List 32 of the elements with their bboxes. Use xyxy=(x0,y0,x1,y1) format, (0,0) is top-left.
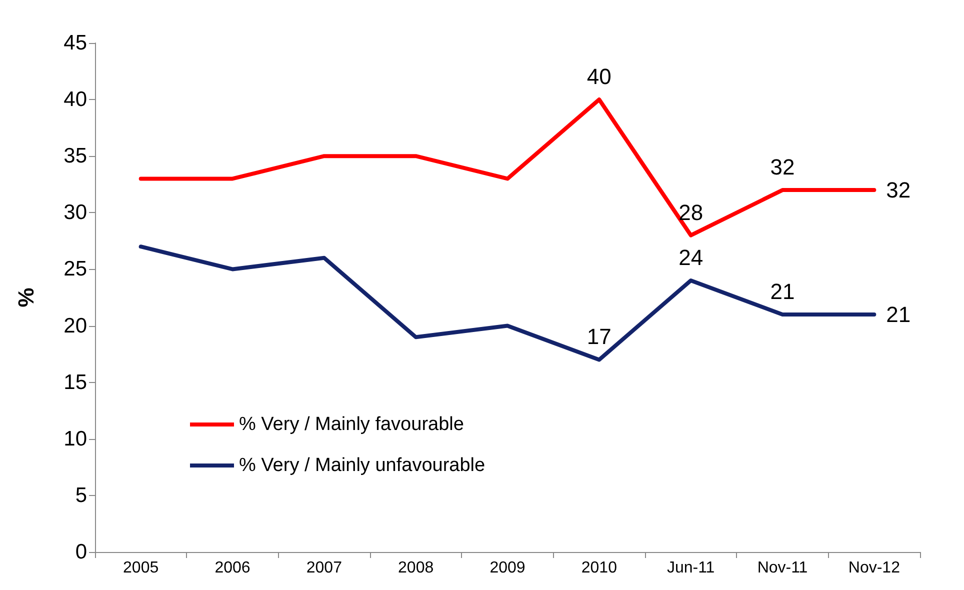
y-tick-label: 40 xyxy=(64,88,87,112)
line-series xyxy=(138,98,876,238)
line-series xyxy=(138,244,876,362)
data-label: 21 xyxy=(770,278,795,304)
x-tick-label: 2005 xyxy=(123,560,159,576)
y-tick-label: 35 xyxy=(64,144,87,168)
x-tick-label: 2009 xyxy=(490,560,526,576)
data-label: 32 xyxy=(770,154,795,180)
y-tick-label: 5 xyxy=(75,484,87,507)
y-tick-label: 45 xyxy=(64,32,87,54)
y-tick-label: 25 xyxy=(64,258,87,281)
x-tick-label: 2008 xyxy=(398,560,434,576)
y-tick-label: 20 xyxy=(64,314,87,338)
data-label: 32 xyxy=(886,178,911,203)
y-tick-label: 30 xyxy=(64,201,87,224)
y-tick-label: 10 xyxy=(64,427,87,450)
x-tick-label: 2010 xyxy=(581,560,618,576)
data-label: 40 xyxy=(586,64,612,90)
x-tick-label: Nov-12 xyxy=(848,560,900,576)
data-label: 21 xyxy=(886,302,911,327)
data-label: 28 xyxy=(678,200,704,225)
data-label: 24 xyxy=(678,245,704,270)
y-tick-label: 0 xyxy=(75,540,87,564)
x-tick-label: Nov-11 xyxy=(757,560,808,576)
x-tick-label: 2007 xyxy=(306,560,342,576)
x-tick-label: Jun-11 xyxy=(666,560,715,576)
y-tick-label: 15 xyxy=(64,370,87,394)
y-axis-title: % xyxy=(14,288,38,308)
x-tick-label: 2006 xyxy=(214,560,250,576)
data-label: 17 xyxy=(586,324,612,350)
legend-label: % Very / Mainly unfavourable xyxy=(239,455,486,476)
legend-label: % Very / Mainly favourable xyxy=(239,414,464,435)
